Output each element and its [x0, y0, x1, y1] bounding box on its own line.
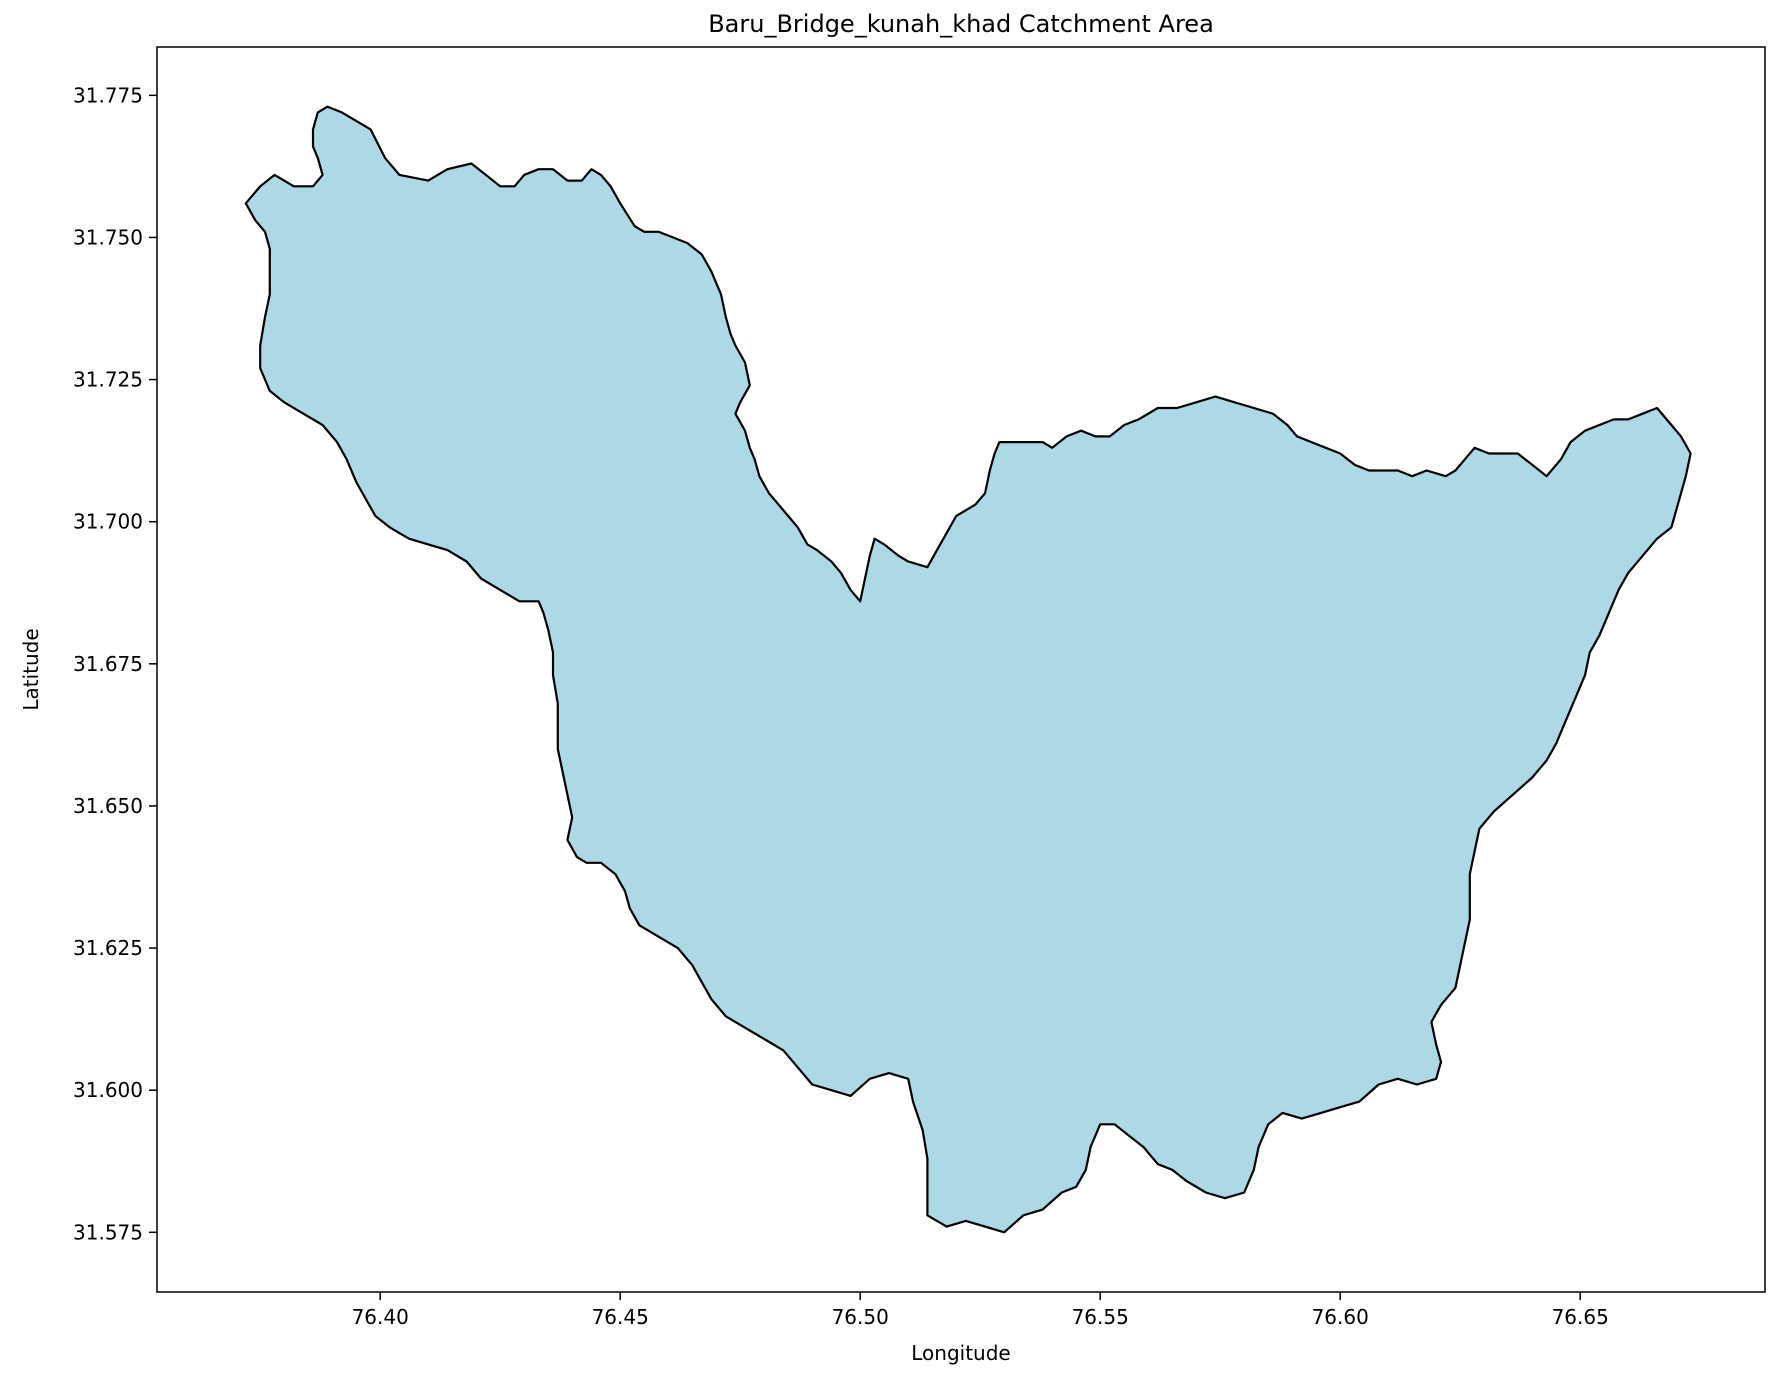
plot-area [156, 46, 1766, 1293]
x-tick-label: 76.45 [592, 1305, 649, 1329]
y-tick-label: 31.675 [73, 652, 143, 676]
x-axis: 76.40 76.45 76.50 76.55 76.60 76.65 [352, 1292, 1609, 1329]
y-tick-label: 31.600 [73, 1078, 143, 1102]
y-tick-label: 31.775 [73, 83, 143, 107]
y-tick-label: 31.575 [73, 1220, 143, 1244]
x-tick-label: 76.60 [1312, 1305, 1369, 1329]
y-axis-title: Latitude [19, 628, 43, 710]
y-tick-label: 31.700 [73, 510, 143, 534]
x-tick-label: 76.65 [1552, 1305, 1609, 1329]
catchment-polygon [244, 105, 1692, 1234]
y-tick-label: 31.650 [73, 794, 143, 818]
y-axis: 31.575 31.600 31.625 31.650 31.675 31.700 31.7… [73, 83, 157, 1244]
plot-frame [156, 46, 1766, 1293]
x-tick-label: 76.50 [832, 1305, 889, 1329]
x-axis-title: Longitude [911, 1341, 1010, 1365]
y-tick-label: 31.725 [73, 368, 143, 392]
y-tick-label: 31.625 [73, 936, 143, 960]
y-tick-label: 31.750 [73, 225, 143, 249]
chart-title: Baru_Bridge_kunah_khad Catchment Area [708, 10, 1214, 38]
x-tick-label: 76.55 [1072, 1305, 1129, 1329]
x-tick-label: 76.40 [352, 1305, 409, 1329]
